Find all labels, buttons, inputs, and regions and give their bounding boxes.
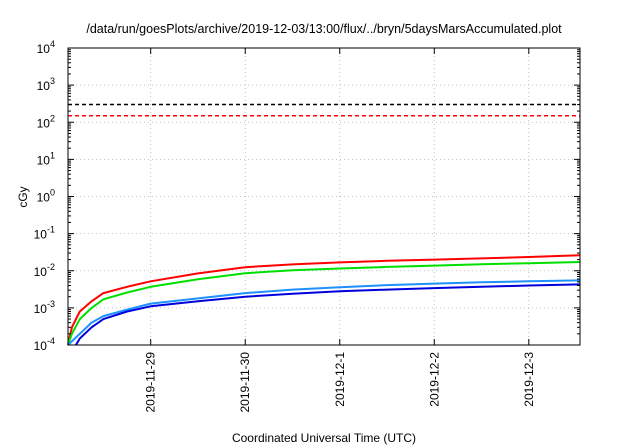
y-tick-label: 104 (37, 39, 55, 56)
y-tick-label: 102 (37, 113, 55, 130)
y-tick-exponent: -1 (47, 225, 55, 235)
y-tick-exponent: 3 (50, 76, 55, 86)
x-tick-label: 2019-12-3 (522, 352, 536, 407)
y-tick-exponent: 0 (50, 188, 55, 198)
x-tick-label: 2019-12-2 (427, 352, 441, 407)
y-tick-label: 10-3 (34, 299, 55, 316)
y-tick-exponent: -2 (47, 262, 55, 272)
x-tick-label: 2019-12-1 (333, 352, 347, 407)
y-tick-exponent: 4 (50, 39, 55, 49)
series-line (67, 254, 581, 346)
y-tick-label: 10-1 (34, 225, 55, 242)
y-tick-exponent: -4 (47, 336, 55, 346)
chart-title: /data/run/goesPlots/archive/2019-12-03/1… (86, 22, 562, 36)
series-group (67, 254, 581, 346)
series-line (75, 283, 581, 346)
y-tick-label: 100 (37, 188, 55, 205)
y-tick-label: 10-4 (34, 336, 55, 353)
y-axis: 10-4 10-3 10-2 10-1 100 101 102 103 104 (34, 39, 580, 353)
y-tick-exponent: -3 (47, 299, 55, 309)
y-tick-label: 101 (37, 150, 55, 167)
x-axis-label: Coordinated Universal Time (UTC) (232, 431, 416, 445)
grid (68, 48, 580, 345)
x-tick-label: 2019-11-29 (144, 352, 158, 413)
y-tick-label: 10-2 (34, 262, 55, 279)
y-tick-exponent: 1 (50, 150, 55, 160)
y-axis-label: cGy (16, 186, 30, 207)
y-tick-label: 103 (37, 76, 55, 93)
x-tick-label: 2019-11-30 (238, 352, 252, 413)
x-axis: 2019-11-29 2019-11-30 2019-12-1 2019-12-2 20… (144, 48, 536, 413)
reference-lines (68, 103, 580, 117)
series-line (67, 261, 581, 346)
series-line (67, 279, 581, 346)
y-tick-exponent: 2 (50, 113, 55, 123)
